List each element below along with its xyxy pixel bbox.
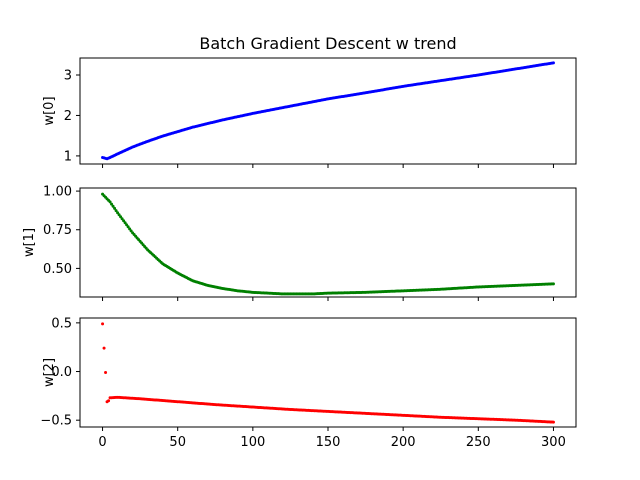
axes-frame	[79, 57, 577, 165]
y-tick-label: 1.00	[43, 185, 72, 200]
data-point	[104, 371, 108, 374]
y-axis-label: w[1]	[22, 228, 37, 257]
x-tick-label: 300	[541, 435, 566, 450]
axes-frame	[79, 187, 577, 298]
chart-title: Batch Gradient Descent w trend	[199, 34, 456, 53]
x-tick-label: 150	[316, 435, 341, 450]
data-point	[110, 202, 114, 206]
data-point	[101, 322, 105, 326]
series-w1-points	[101, 192, 555, 296]
data-point	[551, 420, 555, 424]
series-w2-points	[101, 322, 555, 424]
x-tick-label: 100	[240, 435, 265, 450]
data-point	[114, 209, 118, 213]
data-point	[102, 346, 106, 350]
data-point	[108, 200, 112, 204]
y-tick-label: 0.0	[51, 365, 72, 380]
x-tick-label: 200	[391, 435, 416, 450]
data-point	[113, 206, 117, 210]
x-tick-label: 0	[98, 435, 106, 450]
y-tick-label: −0.5	[40, 414, 72, 429]
y-tick-label: 0.75	[43, 223, 72, 238]
x-tick-label: 250	[466, 435, 491, 450]
data-point	[551, 282, 555, 286]
data-point	[107, 399, 111, 403]
data-point	[111, 204, 115, 208]
y-tick-label: 0.50	[43, 262, 72, 277]
series-w0-points	[101, 61, 555, 161]
panels-group: 1 2 3 w[0] 0.50 0.75 1.00 w[1] 0.5 0.0 −0.5 0 50 100 1…	[22, 57, 577, 450]
y-axis-label: w[2]	[42, 358, 57, 387]
panel-3: 0.5 0.0 −0.5 0 50 100 150 200 250 300 w[2]	[40, 316, 577, 450]
data-point	[551, 61, 555, 65]
y-tick-label: 3	[64, 68, 72, 83]
y-axis-label: w[0]	[42, 96, 57, 125]
panel-2: 0.50 0.75 1.00 w[1]	[22, 185, 577, 301]
x-tick-label: 50	[169, 435, 186, 450]
y-tick-label: 2	[64, 109, 72, 124]
panel-1: 1 2 3 w[0]	[42, 57, 577, 168]
y-tick-label: 0.5	[51, 316, 72, 331]
y-tick-label: 1	[64, 149, 72, 164]
